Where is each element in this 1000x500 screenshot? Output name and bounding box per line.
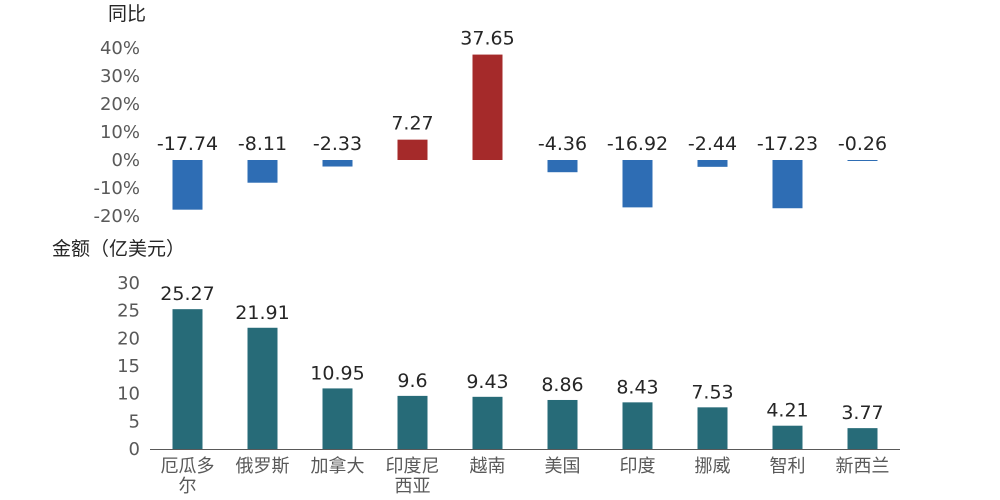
category-label: 印度 xyxy=(620,456,656,477)
yoy-value-label: -17.74 xyxy=(157,133,218,155)
category-label: 加拿大 xyxy=(311,455,365,477)
amount-y-tick: 20 xyxy=(117,328,140,349)
category-label: 智利 xyxy=(770,456,806,477)
yoy-value-label: -0.26 xyxy=(838,133,887,155)
category-label: 越南 xyxy=(470,456,506,477)
amount-value-label: 8.43 xyxy=(616,376,658,398)
amount-bar xyxy=(172,309,203,449)
yoy-y-tick: -10% xyxy=(93,178,140,199)
yoy-y-tick: 40% xyxy=(100,38,140,59)
amount-value-label: 9.6 xyxy=(397,370,427,392)
amount-bar xyxy=(622,402,653,449)
amount-y-tick: 15 xyxy=(117,356,140,377)
amount-y-tick: 30 xyxy=(117,273,140,294)
yoy-chart: 同比 -20% -10% 0% 10% 20% 30% 40% -17.74 -8.11 -2.3… xyxy=(93,3,887,227)
amount-value-label: 7.53 xyxy=(691,381,733,403)
amount-value-label: 4.21 xyxy=(766,400,808,422)
amount-y-tick: 10 xyxy=(117,384,140,405)
amount-bar xyxy=(322,388,353,449)
yoy-bar xyxy=(547,160,578,173)
amount-y-tick: 0 xyxy=(129,439,140,460)
amount-y-tick: 25 xyxy=(117,301,140,322)
yoy-y-tick: 0% xyxy=(111,150,140,171)
yoy-bar xyxy=(697,160,728,167)
yoy-axis-title: 同比 xyxy=(108,3,146,25)
amount-bar xyxy=(697,407,728,449)
yoy-value-label: 37.65 xyxy=(460,28,514,50)
yoy-bar xyxy=(247,160,278,183)
yoy-value-label: 7.27 xyxy=(391,113,433,135)
yoy-bar xyxy=(472,54,503,160)
category-label: 新西兰 xyxy=(836,456,890,477)
yoy-bar xyxy=(172,160,203,210)
category-label: 印度尼西亚 xyxy=(386,456,440,497)
category-label: 厄瓜多尔 xyxy=(161,456,215,497)
amount-bar xyxy=(547,399,578,449)
amount-chart: 金额（亿美元） 0 5 10 15 20 25 30 25.27 21.91 10.95 9.6 9.… xyxy=(52,238,900,497)
yoy-value-label: -2.44 xyxy=(688,133,737,155)
amount-bar xyxy=(772,425,803,449)
yoy-bar xyxy=(397,139,428,160)
yoy-value-label: -2.33 xyxy=(313,133,362,155)
category-label: 挪威 xyxy=(695,456,731,477)
amount-bar xyxy=(472,396,503,449)
category-label: 美国 xyxy=(545,456,581,477)
yoy-bar xyxy=(772,160,803,209)
yoy-value-label: -16.92 xyxy=(607,133,668,155)
amount-value-label: 3.77 xyxy=(841,402,883,424)
amount-value-label: 21.91 xyxy=(235,302,289,324)
yoy-y-tick: 20% xyxy=(100,94,140,115)
amount-value-label: 9.43 xyxy=(466,371,508,393)
yoy-y-tick: 30% xyxy=(100,66,140,87)
yoy-value-label: -8.11 xyxy=(238,133,287,155)
amount-axis-title: 金额（亿美元） xyxy=(52,238,185,260)
yoy-y-tick: -20% xyxy=(93,206,140,227)
category-label: 俄罗斯 xyxy=(236,456,290,477)
yoy-bar xyxy=(322,160,353,167)
amount-y-tick: 5 xyxy=(129,411,140,432)
amount-bar xyxy=(397,395,428,449)
yoy-bar xyxy=(622,160,653,208)
amount-bar xyxy=(247,327,278,449)
yoy-y-tick: 10% xyxy=(100,122,140,143)
amount-value-label: 8.86 xyxy=(541,374,583,396)
yoy-value-label: -4.36 xyxy=(538,133,587,155)
yoy-value-label: -17.23 xyxy=(757,133,818,155)
amount-value-label: 25.27 xyxy=(160,283,214,305)
amount-bar xyxy=(847,428,878,449)
amount-value-label: 10.95 xyxy=(310,362,364,384)
yoy-bar xyxy=(847,160,878,161)
